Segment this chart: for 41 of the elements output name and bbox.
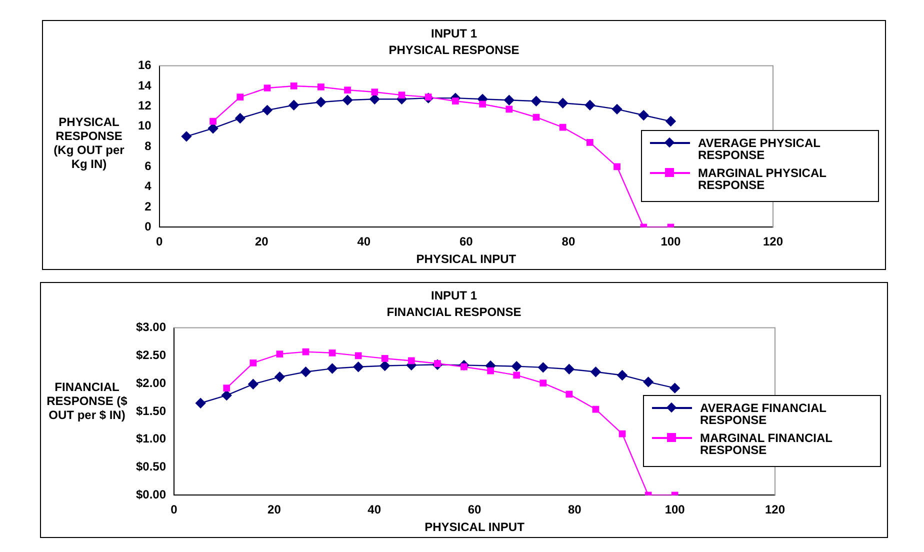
x-tick-label: 40 (368, 502, 382, 517)
x-tick-label: 80 (562, 234, 576, 249)
x-tick-label: 60 (459, 234, 474, 249)
x-tick-label: 80 (568, 502, 582, 517)
x-axis-title: PHYSICAL INPUT (416, 252, 517, 266)
x-tick-label: 100 (664, 502, 686, 517)
y-tick-label: $3.00 (136, 320, 166, 334)
x-tick-label: 20 (254, 234, 269, 249)
legend-label: MARGINAL FINANCIAL RESPONSE (700, 430, 834, 457)
y-tick-label: 0 (144, 220, 152, 234)
x-tick-label: 120 (764, 502, 786, 517)
y-tick-label: $2.00 (136, 376, 166, 390)
y-axis-title: PHYSICAL RESPONSE (Kg OUT per Kg IN) (52, 115, 126, 172)
y-tick-label: $0.50 (136, 460, 166, 474)
legend-label: AVERAGE PHYSICAL RESPONSE (698, 136, 822, 162)
y-tick-label: $1.50 (136, 404, 166, 418)
x-tick-label: 100 (660, 234, 682, 249)
x-axis-title: PHYSICAL INPUT (424, 520, 526, 534)
legend-label: MARGINAL PHYSICAL RESPONSE (698, 166, 828, 192)
y-tick-label: $1.00 (136, 432, 166, 446)
y-tick-label: 6 (144, 158, 152, 173)
y-tick-label: 12 (138, 98, 152, 112)
chart-title: INPUT 1 (430, 26, 478, 41)
x-tick-label: 120 (762, 234, 784, 249)
y-tick-label: $0.00 (136, 488, 166, 502)
y-tick-label: 16 (138, 58, 152, 72)
legend-label: AVERAGE FINANCIAL RESPONSE (700, 400, 828, 427)
y-tick-label: 4 (144, 179, 152, 194)
y-axis-title: FINANCIAL RESPONSE ($ OUT per $ IN) (46, 380, 128, 422)
chart-subtitle: PHYSICAL RESPONSE (388, 42, 520, 57)
chart-title: INPUT 1 (430, 288, 478, 303)
x-tick-label: 0 (170, 502, 178, 517)
x-tick-label: 20 (268, 502, 282, 517)
y-tick-label: 10 (138, 118, 152, 133)
x-tick-label: 60 (468, 502, 482, 517)
y-tick-label: 2 (144, 199, 152, 214)
y-tick-label: $2.50 (136, 348, 166, 362)
x-tick-label: 40 (357, 234, 371, 249)
y-tick-label: 14 (138, 78, 152, 92)
y-tick-label: 8 (144, 138, 152, 153)
chart-subtitle: FINANCIAL RESPONSE (386, 304, 522, 319)
